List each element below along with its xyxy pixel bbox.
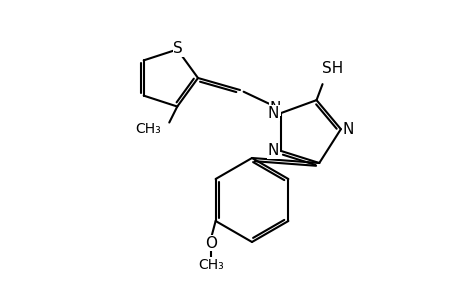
- Text: O: O: [204, 236, 216, 250]
- Text: N: N: [269, 100, 280, 116]
- Text: SH: SH: [321, 61, 342, 76]
- Text: N: N: [342, 122, 353, 136]
- Text: N: N: [267, 143, 278, 158]
- Text: N: N: [267, 106, 278, 121]
- Text: CH₃: CH₃: [135, 122, 161, 136]
- Text: CH₃: CH₃: [197, 258, 223, 272]
- Text: S: S: [173, 41, 183, 56]
